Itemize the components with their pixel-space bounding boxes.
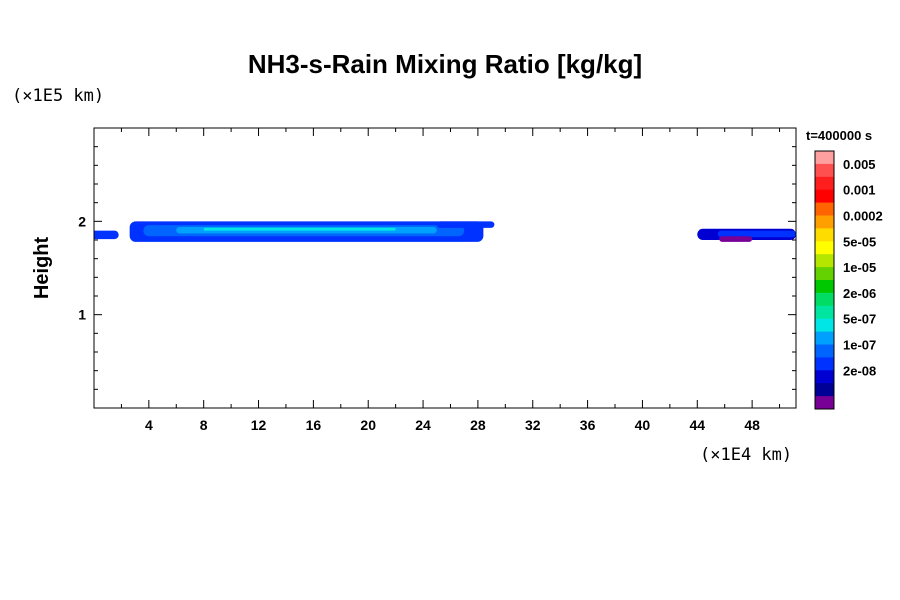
x-tick-label: 16 bbox=[306, 417, 322, 433]
x-tick-label: 12 bbox=[251, 417, 267, 433]
x-tick-label: 20 bbox=[360, 417, 376, 433]
y-axis-label: Height bbox=[31, 237, 53, 300]
colorbar-swatch-15 bbox=[815, 331, 834, 345]
colorbar-label: 5e-05 bbox=[843, 234, 876, 249]
field-band-8 bbox=[717, 230, 796, 238]
colorbar-label: 2e-06 bbox=[843, 286, 876, 301]
colorbar-swatch-4 bbox=[815, 189, 834, 204]
data-field bbox=[94, 221, 796, 242]
colorbar-swatch-20 bbox=[815, 396, 834, 410]
colorbar-label: 0.005 bbox=[843, 157, 876, 172]
field-band-6 bbox=[436, 221, 495, 228]
field-band-9 bbox=[719, 236, 753, 242]
y-tick-label: 2 bbox=[78, 213, 86, 229]
colorbar-swatch-7 bbox=[815, 228, 834, 242]
x-tick-label: 24 bbox=[415, 417, 431, 433]
x-tick-label: 48 bbox=[744, 417, 760, 433]
colorbar-swatch-2 bbox=[815, 163, 834, 178]
x-tick-label: 32 bbox=[525, 417, 541, 433]
colorbar-swatch-14 bbox=[815, 318, 834, 333]
colorbar-swatch-10 bbox=[815, 267, 834, 281]
colorbar: 0.005 0.001 0.0002 5e-05 1e-05 2e-06 5e-07 1e-0… bbox=[814, 150, 883, 410]
colorbar-label: 0.001 bbox=[843, 183, 876, 198]
colorbar-swatch-6 bbox=[815, 215, 834, 229]
colorbar-swatch-3 bbox=[815, 176, 834, 191]
colorbar-swatch-11 bbox=[815, 280, 834, 294]
colorbar-swatch-5 bbox=[815, 202, 834, 216]
colorbar-label: 1e-07 bbox=[843, 338, 876, 353]
colorbar-swatch-13 bbox=[815, 305, 834, 320]
x-tick-label: 28 bbox=[470, 417, 486, 433]
colorbar-label: 0.0002 bbox=[843, 209, 883, 224]
colorbar-swatch-8 bbox=[815, 241, 834, 255]
field-band-1 bbox=[94, 230, 119, 240]
colorbar-swatch-19 bbox=[815, 383, 834, 397]
plot-frame bbox=[93, 127, 797, 409]
colorbar-swatch-18 bbox=[815, 370, 834, 384]
x-axis-unit: (×1E4 km) bbox=[700, 445, 792, 465]
colorbar-label: 1e-05 bbox=[843, 260, 876, 275]
field-band-5 bbox=[203, 227, 396, 231]
x-tick-label: 36 bbox=[580, 417, 596, 433]
colorbar-label: 5e-07 bbox=[843, 312, 876, 327]
x-tick-label: 44 bbox=[689, 417, 705, 433]
x-tick-label: 4 bbox=[145, 417, 153, 433]
colorbar-frame bbox=[814, 150, 835, 410]
colorbar-swatch-9 bbox=[815, 254, 834, 268]
colorbar-swatch-17 bbox=[815, 357, 834, 371]
x-tick-label: 40 bbox=[635, 417, 651, 433]
y-tick-label: 1 bbox=[78, 307, 86, 323]
chart-title: NH3-s-Rain Mixing Ratio [kg/kg] bbox=[248, 49, 642, 79]
colorbar-swatch-1 bbox=[815, 151, 834, 165]
time-label: t=400000 s bbox=[806, 128, 872, 143]
colorbar-swatch-16 bbox=[815, 344, 834, 358]
colorbar-swatch-12 bbox=[815, 292, 834, 307]
x-tick-label: 8 bbox=[200, 417, 208, 433]
colorbar-label: 2e-08 bbox=[843, 363, 876, 378]
y-axis-unit: (×1E5 km) bbox=[12, 86, 104, 106]
